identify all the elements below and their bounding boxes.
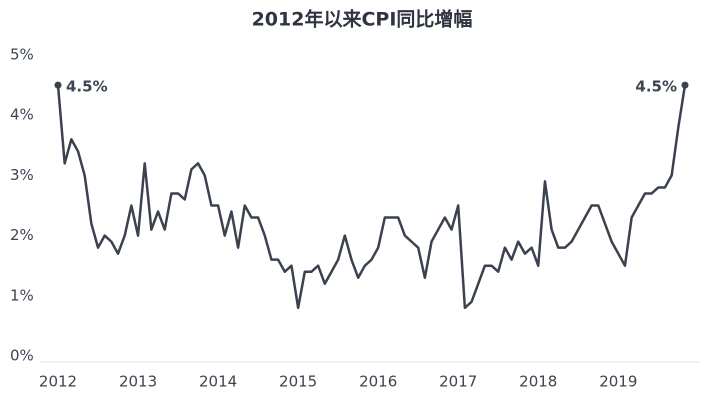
y-tick-label: 3%	[10, 166, 34, 184]
point	[54, 81, 62, 89]
value-label: 4.5%	[635, 78, 677, 96]
y-tick-label: 0%	[10, 347, 34, 365]
point	[681, 81, 689, 89]
x-tick-label: 2014	[199, 373, 237, 391]
x-tick-label: 2018	[519, 373, 557, 391]
y-tick-label: 4%	[10, 106, 34, 124]
x-tick-label: 2017	[439, 373, 477, 391]
x-tick-label: 2012	[39, 373, 77, 391]
y-tick-label: 1%	[10, 286, 34, 304]
x-tick-label: 2013	[119, 373, 157, 391]
x-tick-label: 2015	[279, 373, 317, 391]
x-tick-label: 2019	[599, 373, 637, 391]
y-tick-label: 2%	[10, 226, 34, 244]
line	[56, 84, 687, 310]
x-tick-label: 2016	[359, 373, 397, 391]
y-tick-label: 5%	[10, 46, 34, 64]
chart-title: 2012年以来CPI同比增幅	[252, 8, 473, 31]
value-label: 4.5%	[66, 78, 108, 96]
